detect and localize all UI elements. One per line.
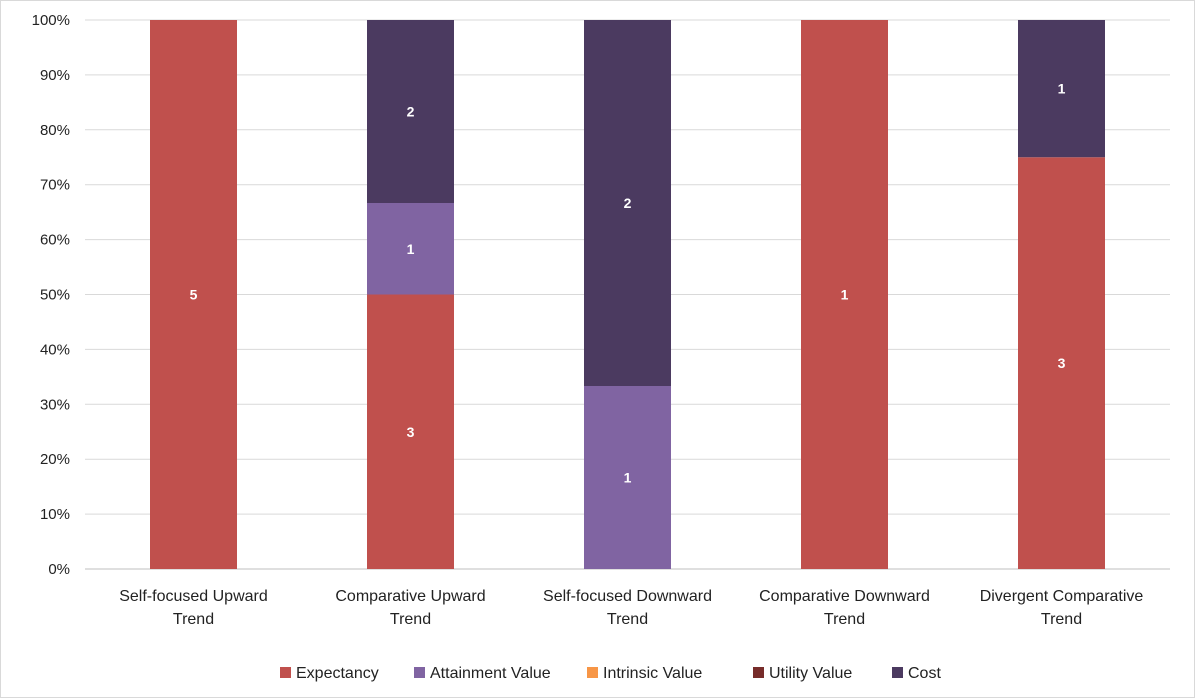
y-tick-label: 40% bbox=[40, 341, 70, 358]
y-tick-label: 10% bbox=[40, 506, 70, 523]
data-label: 3 bbox=[1058, 355, 1066, 371]
y-tick-label: 90% bbox=[40, 67, 70, 84]
y-axis-ticks: 0% 10% 20% 30% 40% 50% 60% 70% 80% 90% 100% bbox=[32, 12, 70, 578]
data-label: 2 bbox=[407, 104, 415, 120]
bar-segment-cost bbox=[367, 20, 454, 203]
bar-segment-expectancy bbox=[367, 294, 454, 569]
bar-segment-expectancy bbox=[801, 20, 888, 569]
legend-swatch bbox=[587, 667, 598, 678]
x-category-label: Trend bbox=[173, 611, 214, 628]
y-tick-label: 100% bbox=[32, 12, 70, 29]
data-label: 1 bbox=[1058, 81, 1066, 97]
bar-segment-cost bbox=[1018, 20, 1105, 158]
x-category-label: Comparative Downward bbox=[759, 588, 930, 605]
data-label: 1 bbox=[624, 470, 632, 486]
legend: Expectancy Attainment Value Intrinsic Valu… bbox=[280, 665, 941, 682]
data-label: 2 bbox=[624, 195, 632, 211]
x-category-label: Trend bbox=[390, 611, 431, 628]
legend-swatch bbox=[753, 667, 764, 678]
data-label: 1 bbox=[841, 287, 849, 303]
x-category-label: Trend bbox=[824, 611, 865, 628]
bars bbox=[150, 20, 1105, 569]
legend-item-cost: Cost bbox=[892, 665, 941, 682]
y-tick-label: 0% bbox=[48, 561, 70, 578]
legend-item-utility-value: Utility Value bbox=[753, 665, 852, 682]
y-tick-label: 30% bbox=[40, 396, 70, 413]
y-tick-label: 50% bbox=[40, 287, 70, 304]
legend-item-intrinsic-value: Intrinsic Value bbox=[587, 665, 702, 682]
legend-swatch bbox=[892, 667, 903, 678]
bar-segment-expectancy bbox=[1018, 157, 1105, 569]
legend-label: Intrinsic Value bbox=[603, 665, 702, 682]
legend-label: Utility Value bbox=[769, 665, 852, 682]
x-axis-categories: Self-focused Upward Trend Comparative Upwa… bbox=[119, 588, 1143, 628]
x-category-label: Trend bbox=[607, 611, 648, 628]
y-tick-label: 80% bbox=[40, 122, 70, 139]
data-label: 5 bbox=[190, 287, 198, 303]
legend-item-expectancy: Expectancy bbox=[280, 665, 379, 682]
bar-segment-attainment-value bbox=[367, 203, 454, 295]
bar-segment-cost bbox=[584, 20, 671, 386]
x-category-label: Trend bbox=[1041, 611, 1082, 628]
bar-segment-expectancy bbox=[150, 20, 237, 569]
bar-segment-attainment-value bbox=[584, 386, 671, 569]
y-tick-label: 20% bbox=[40, 451, 70, 468]
legend-label: Cost bbox=[908, 665, 941, 682]
y-tick-label: 70% bbox=[40, 177, 70, 194]
legend-label: Attainment Value bbox=[430, 665, 551, 682]
legend-item-attainment-value: Attainment Value bbox=[414, 665, 551, 682]
x-category-label: Comparative Upward bbox=[335, 588, 485, 605]
legend-swatch bbox=[280, 667, 291, 678]
y-tick-label: 60% bbox=[40, 232, 70, 249]
data-label: 1 bbox=[407, 241, 415, 257]
legend-swatch bbox=[414, 667, 425, 678]
legend-label: Expectancy bbox=[296, 665, 379, 682]
data-labels: 5 3 1 2 1 2 1 3 1 bbox=[190, 81, 1066, 486]
x-category-label: Self-focused Upward bbox=[119, 588, 268, 605]
x-category-label: Self-focused Downward bbox=[543, 588, 712, 605]
x-category-label: Divergent Comparative bbox=[980, 588, 1144, 605]
data-label: 3 bbox=[407, 424, 415, 440]
